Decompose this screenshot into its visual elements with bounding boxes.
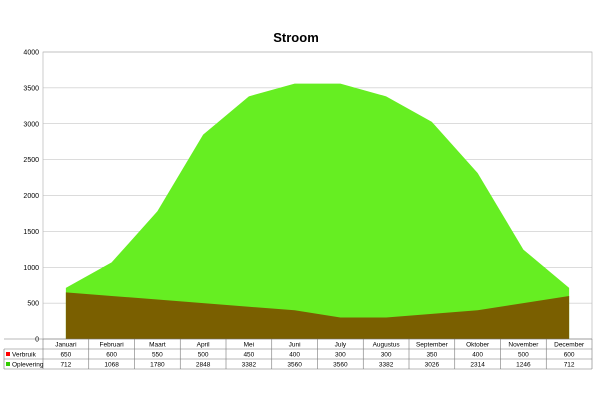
data-label: 450	[243, 352, 254, 359]
chart-title: Stroom	[273, 30, 319, 45]
y-tick-label: 3000	[23, 121, 39, 128]
x-tick-label: Augustus	[373, 342, 401, 349]
y-tick-label: 500	[27, 301, 39, 308]
data-label: 2314	[470, 362, 485, 369]
data-label: 500	[518, 352, 529, 359]
y-tick-label: 1500	[23, 229, 39, 236]
data-label: 712	[564, 362, 575, 369]
x-tick-label: Januari	[55, 342, 76, 349]
x-tick-label: November	[508, 342, 539, 349]
data-label: 2848	[196, 362, 211, 369]
legend-swatch	[6, 352, 10, 356]
data-label: 3560	[287, 362, 302, 369]
x-tick-label: Oktober	[466, 342, 490, 349]
data-label: 500	[198, 352, 209, 359]
x-tick-label: Februari	[100, 342, 124, 349]
y-tick-label: 1000	[23, 265, 39, 272]
series-area-oplevering	[65, 83, 570, 339]
data-label: 350	[426, 352, 437, 359]
x-tick-label: Mei	[244, 342, 254, 349]
data-label: 3026	[425, 362, 440, 369]
data-label: 300	[335, 352, 346, 359]
data-label: 1246	[516, 362, 531, 369]
data-label: 3382	[379, 362, 394, 369]
data-label: 3560	[333, 362, 348, 369]
y-tick-label: 4000	[23, 50, 39, 57]
y-axis: 0 500 1000 1500 2000 2500 3000 3500 4000	[23, 50, 39, 344]
x-tick-label: September	[416, 342, 449, 349]
legend-swatch	[6, 362, 10, 366]
series-areas	[65, 83, 570, 339]
legend-label: Oplevering	[12, 362, 44, 369]
data-label: 600	[106, 352, 117, 359]
data-label: 400	[289, 352, 300, 359]
x-tick-label: July	[335, 342, 347, 349]
data-table: Januari Februari Maart April Mei Juni July Augu…	[3, 338, 593, 370]
y-tick-label: 2500	[23, 157, 39, 164]
data-label: 650	[60, 352, 71, 359]
data-label: 3382	[242, 362, 257, 369]
y-tick-label: 2000	[23, 193, 39, 200]
x-tick-label: April	[197, 342, 211, 349]
data-label: 1068	[104, 362, 119, 369]
data-label: 550	[152, 352, 163, 359]
x-tick-label: Juni	[289, 342, 301, 349]
x-tick-label: December	[554, 342, 585, 349]
y-tick-label: 0	[35, 337, 39, 344]
legend-label: Verbruik	[12, 352, 37, 359]
data-label: 712	[60, 362, 71, 369]
series-area-verbruik	[65, 292, 570, 339]
y-tick-label: 3500	[23, 85, 39, 92]
data-label: 1780	[150, 362, 165, 369]
data-label: 600	[564, 352, 575, 359]
data-label: 300	[381, 352, 392, 359]
data-label: 400	[472, 352, 483, 359]
x-tick-label: Maart	[149, 342, 166, 349]
